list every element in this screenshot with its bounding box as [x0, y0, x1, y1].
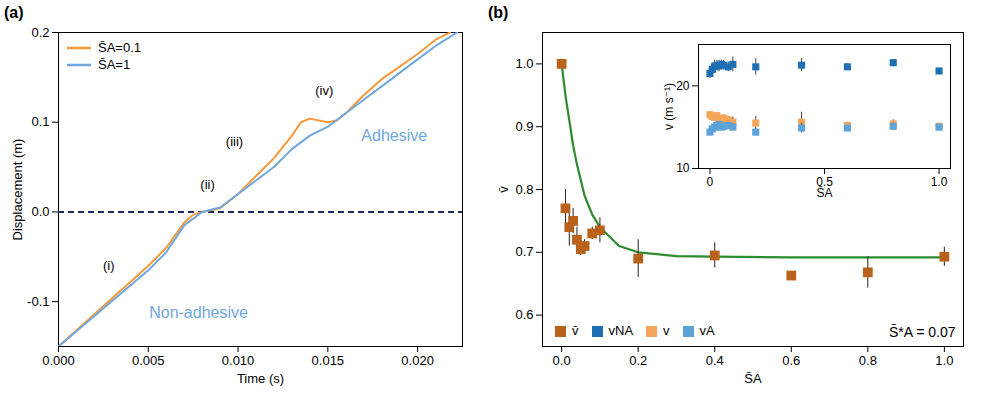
html-text:v: v	[663, 323, 670, 338]
svg-text:0.2: 0.2	[31, 25, 49, 40]
svg-text:0.4: 0.4	[706, 353, 724, 368]
html-text:(b): (b)	[488, 4, 509, 21]
svg-text:0: 0	[707, 175, 714, 189]
svg-text:0.1: 0.1	[31, 114, 49, 129]
svg-text:(ii): (ii)	[200, 177, 214, 192]
svg-text:(i): (i)	[103, 258, 115, 273]
svg-text:20: 20	[676, 79, 690, 93]
svg-text:0.8: 0.8	[859, 353, 877, 368]
html-text:S̄A=0.1: S̄A=0.1	[98, 40, 141, 55]
svg-text:1.0: 1.0	[515, 56, 533, 71]
svg-text:1.0: 1.0	[935, 353, 953, 368]
html-text:S̄A=1: S̄A=1	[98, 57, 131, 72]
svg-text:v (m s⁻¹): v (m s⁻¹)	[662, 83, 676, 130]
svg-text:0.5: 0.5	[816, 175, 833, 189]
svg-text:0.000: 0.000	[42, 353, 75, 368]
html-text:v̄: v̄	[572, 323, 579, 338]
svg-text:0.0: 0.0	[553, 353, 571, 368]
svg-text:0.9: 0.9	[515, 119, 533, 134]
svg-text:1.0: 1.0	[931, 175, 948, 189]
svg-text:0.6: 0.6	[782, 353, 800, 368]
html-text:(a): (a)	[4, 4, 24, 21]
svg-text:S̄*A = 0.07: S̄*A = 0.07	[889, 324, 956, 340]
svg-text:0.6: 0.6	[515, 307, 533, 322]
svg-text:0.8: 0.8	[515, 182, 533, 197]
svg-text:Displacement (m): Displacement (m)	[10, 139, 25, 241]
svg-text:(iii): (iii)	[226, 134, 243, 149]
svg-text:v̄: v̄	[496, 186, 511, 193]
svg-text:0.005: 0.005	[132, 353, 165, 368]
svg-text:0.0: 0.0	[31, 204, 49, 219]
svg-text:0.010: 0.010	[222, 353, 255, 368]
svg-text:0.7: 0.7	[515, 244, 533, 259]
svg-text:0.020: 0.020	[401, 353, 434, 368]
svg-text:0.015: 0.015	[312, 353, 345, 368]
html-text:vNA: vNA	[608, 323, 634, 338]
svg-text:S̄A: S̄A	[816, 186, 832, 200]
svg-text:S̄A: S̄A	[744, 371, 762, 386]
svg-text:10: 10	[676, 161, 690, 175]
html-text:vA: vA	[699, 323, 715, 338]
svg-text:-0.1: -0.1	[27, 294, 49, 309]
svg-text:Adhesive: Adhesive	[361, 127, 427, 144]
svg-text:Non-adhesive: Non-adhesive	[149, 304, 248, 321]
svg-text:Time (s): Time (s)	[237, 371, 284, 386]
svg-text:0.2: 0.2	[629, 353, 647, 368]
svg-text:(iv): (iv)	[315, 83, 333, 98]
